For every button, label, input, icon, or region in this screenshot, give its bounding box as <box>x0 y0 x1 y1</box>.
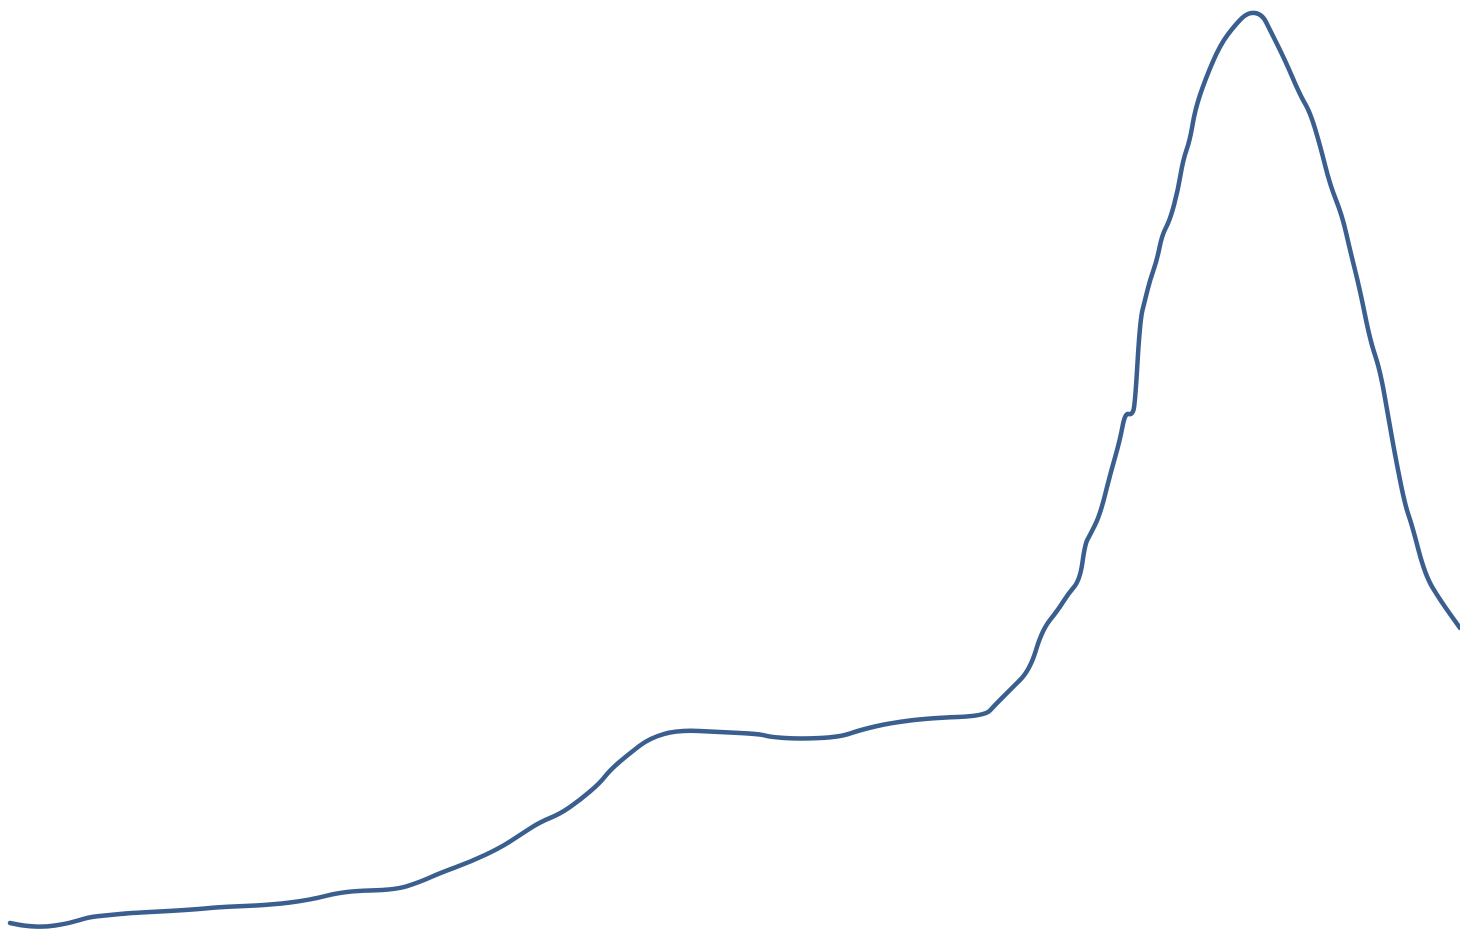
series-line-0 <box>7 10 1460 929</box>
